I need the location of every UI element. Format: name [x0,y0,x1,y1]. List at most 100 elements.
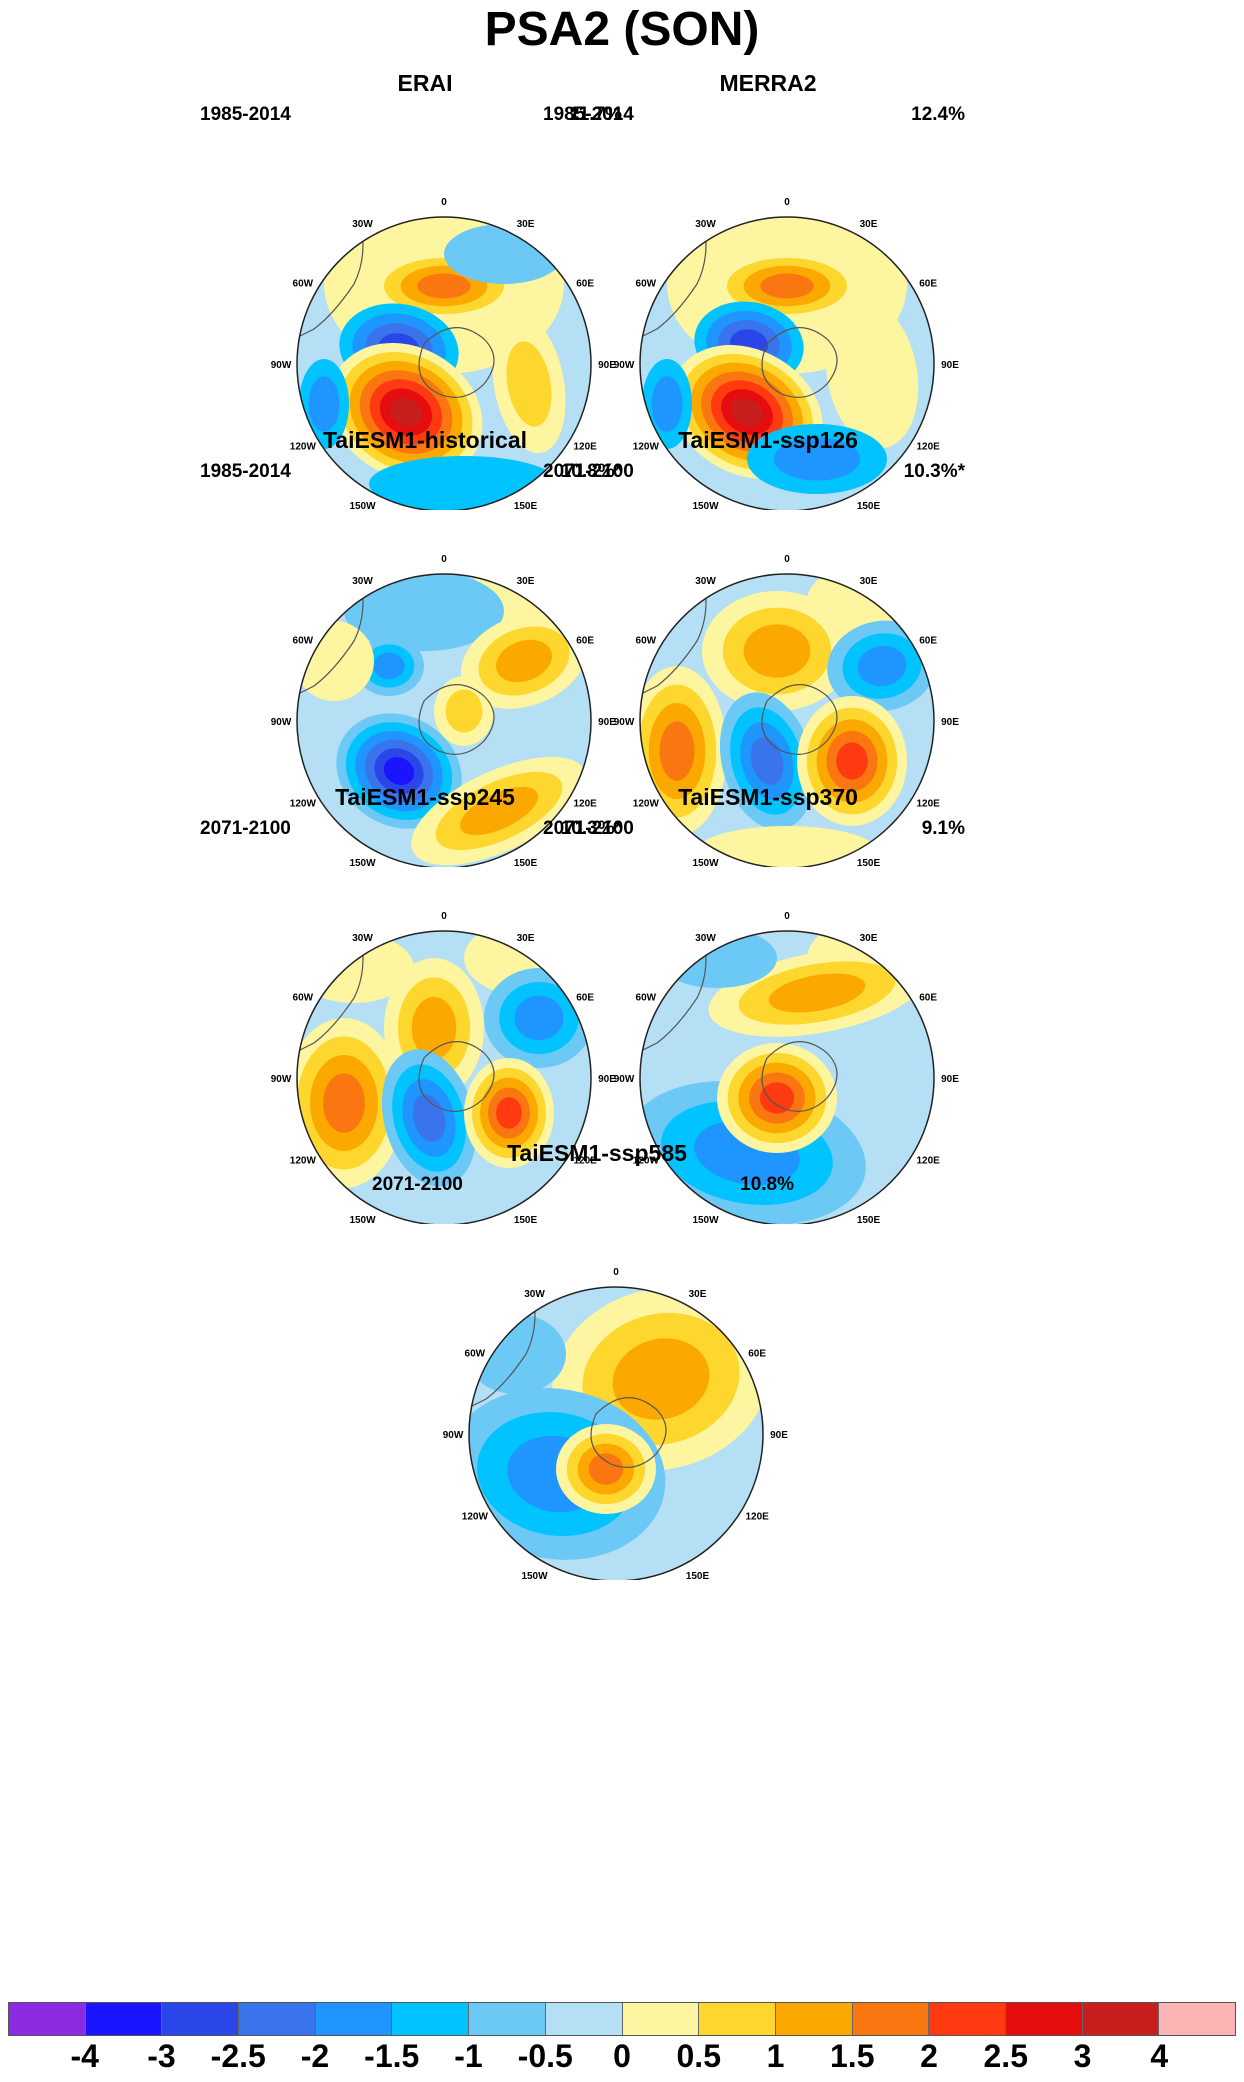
panel-period: 1985-2014 [200,104,291,125]
longitude-label: 60E [919,636,937,647]
contour-fill [506,341,552,427]
longitude-label: 150E [686,1571,710,1580]
contour-fill [308,376,340,432]
contour-fill [412,1094,446,1142]
longitude-label: 90W [271,360,292,371]
longitude-label: 90E [598,360,616,371]
panel-title: TaiESM1-ssp585 [507,1140,687,1166]
longitude-label: 30E [860,219,878,230]
colorbar-tick-label: -0.5 [517,2038,573,2074]
longitude-label: 120E [573,442,597,453]
panel-percent: 9.1% [921,818,965,839]
longitude-label: 0 [613,1267,619,1278]
longitude-label: 30E [689,1289,707,1300]
longitude-label: 60W [293,993,314,1004]
contour-fill [344,574,504,651]
panel-percent: 10.3%* [903,461,965,482]
longitude-label: 120E [745,1512,769,1523]
colorbar-swatch [315,2003,393,2035]
longitude-label: 120W [290,799,317,810]
panel-title: TaiESM1-ssp245 [335,784,515,810]
contour-fill [445,689,483,733]
coastline [761,684,838,755]
contour-fill [759,1082,795,1114]
longitude-label: 60E [919,279,937,290]
colorbar-swatch [1159,2003,1235,2035]
colorbar-swatch [392,2003,470,2035]
contour-fill [588,1453,624,1485]
longitude-label: 90E [770,1430,788,1441]
colorbar-swatch [775,2003,853,2035]
polar-map: 030E60E90E120E150E180150W120W90W60W30W [271,197,616,510]
longitude-label: 150W [349,1215,376,1224]
longitude-label: 30E [517,219,535,230]
longitude-label: 0 [784,554,790,565]
longitude-label: 30W [352,933,373,944]
longitude-label: 120E [916,1156,940,1167]
contour-fill [768,973,866,1013]
longitude-label: 60E [576,636,594,647]
colorbar [8,2002,1236,2036]
coastline [418,327,495,398]
polar-map: 030E60E90E120E150E180150W120W90W60W30W [443,1267,788,1580]
panel-title: TaiESM1-ssp370 [678,784,858,810]
longitude-label: 150W [349,501,376,510]
colorbar-tick-label: -3 [147,2038,176,2074]
map-border [639,216,935,510]
colorbar-swatch [85,2003,163,2035]
polar-map: 030E60E90E120E150E180150W120W90W60W30W [271,554,616,867]
contour-fill [651,376,683,432]
panel-percent: 11.7% [569,104,622,125]
longitude-label: 120W [290,442,317,453]
panel-percent: 10.3%* [560,818,622,839]
coastline [297,217,364,350]
longitude-label: 60W [465,1349,486,1360]
longitude-label: 60W [636,636,657,647]
coastline [761,327,838,398]
coastline [640,931,707,1064]
contour-fill [731,397,763,427]
colorbar-swatch [1082,2003,1160,2035]
contour-fill [760,273,814,299]
polar-map: 030E60E90E120E150E180150W120W90W60W30W [614,197,959,510]
coastline [469,1287,536,1420]
longitude-label: 60W [293,279,314,290]
longitude-label: 150W [692,501,719,510]
longitude-label: 30W [695,576,716,587]
longitude-label: 90E [598,1074,616,1085]
longitude-label: 120E [916,799,940,810]
longitude-label: 0 [441,197,447,208]
map-border [639,930,935,1224]
coastline [590,1397,667,1468]
coastline [418,1041,495,1112]
longitude-label: 120E [573,1156,597,1167]
colorbar-swatch [622,2003,700,2035]
map-panel: 030E60E90E120E150E180150W120W90W60W30WTa… [190,784,660,1244]
colorbar-tick-label: 3 [1073,2038,1092,2074]
longitude-label: 30W [695,219,716,230]
colorbar-swatch [929,2003,1006,2035]
colorbar-swatch [239,2003,316,2035]
contour-fill [773,437,861,481]
coastline [297,931,364,1064]
panel-title: TaiESM1-ssp126 [678,427,858,453]
longitude-label: 0 [784,911,790,922]
contour-fill [417,273,471,299]
contour-fill [836,742,868,780]
colorbar-tick-label: 2 [920,2038,938,2074]
longitude-label: 30E [860,933,878,944]
panel-period: 1985-2014 [543,104,634,125]
contour-fill [373,652,405,680]
longitude-label: 150W [521,1571,548,1580]
map-panel: 030E60E90E120E150E180150W120W90W60W30WTa… [190,427,660,887]
longitude-label: 90W [271,717,292,728]
longitude-label: 150W [692,858,719,867]
longitude-label: 0 [784,197,790,208]
panel-title: ERAI [397,70,453,96]
longitude-label: 120E [573,799,597,810]
longitude-label: 30W [352,576,373,587]
longitude-label: 120W [633,799,660,810]
map-panel: 030E60E90E120E150E180150W120W90W60W30WER… [190,70,660,530]
longitude-label: 30E [517,933,535,944]
longitude-label: 90W [614,1074,635,1085]
